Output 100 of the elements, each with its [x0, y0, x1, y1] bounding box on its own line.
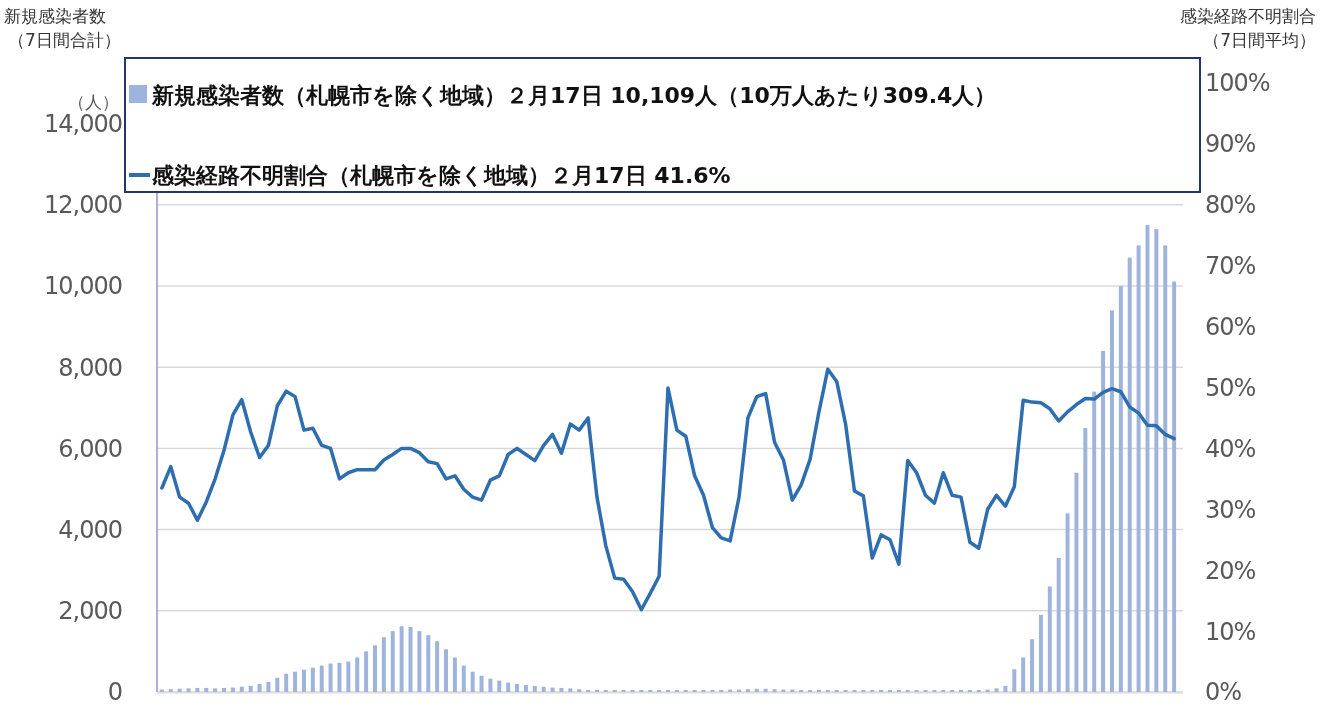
- line-series: [160, 367, 1176, 612]
- y-tick-label: 14,000: [44, 110, 122, 138]
- bar: [754, 688, 759, 692]
- bar: [808, 689, 813, 692]
- bar: [896, 689, 901, 692]
- bar: [666, 689, 670, 692]
- bar: [559, 687, 564, 692]
- y2-tick-label: 30%: [1205, 495, 1256, 524]
- bar: [1047, 586, 1052, 692]
- bar: [568, 688, 573, 692]
- bar: [479, 675, 484, 692]
- bar: [879, 689, 884, 692]
- bar: [1127, 257, 1132, 692]
- bar: [372, 645, 377, 692]
- bar: [1136, 245, 1141, 692]
- bar: [515, 683, 520, 692]
- bar: [452, 657, 457, 692]
- bar: [639, 689, 644, 692]
- bar: [603, 689, 608, 692]
- bar: [1145, 225, 1150, 692]
- bar: [1172, 281, 1177, 692]
- bar: [293, 671, 298, 692]
- bar: [1012, 669, 1017, 692]
- bar: [1118, 286, 1123, 692]
- bar: [861, 689, 866, 692]
- bar: [1163, 245, 1168, 692]
- bar: [488, 678, 493, 692]
- bar: [337, 662, 342, 692]
- bar: [1003, 685, 1008, 692]
- bar: [719, 689, 724, 692]
- bar: [532, 685, 537, 692]
- bar: [444, 649, 449, 692]
- y-tick-label: 8,000: [58, 353, 122, 382]
- bar: [1109, 310, 1114, 692]
- bar: [586, 689, 591, 692]
- y-tick-label: 12,000: [44, 191, 122, 220]
- bar: [328, 663, 333, 692]
- bar: [710, 689, 715, 692]
- bar: [523, 685, 528, 692]
- y2-tick-label: 70%: [1205, 252, 1256, 281]
- bar: [186, 688, 191, 692]
- y-tick-label: 0: [107, 678, 122, 707]
- legend-label: 感染経路不明割合（札幌市を除く地域）２月17日 41.6%: [151, 162, 731, 188]
- bar: [399, 626, 404, 692]
- bar: [1030, 639, 1035, 692]
- bar: [248, 685, 253, 692]
- bar: [355, 657, 360, 692]
- y-axis-title: 新規感染者数（7日間合計）: [4, 6, 121, 50]
- bar: [950, 689, 955, 692]
- bar: [390, 631, 395, 692]
- bar: [994, 688, 999, 692]
- bar: [834, 689, 839, 692]
- bar: [470, 671, 475, 692]
- bar: [932, 689, 937, 692]
- bar: [364, 651, 369, 692]
- bar: [683, 689, 688, 692]
- bar: [1065, 513, 1070, 692]
- bar: [1056, 558, 1061, 692]
- y2-tick-label: 40%: [1205, 434, 1256, 463]
- bar: [1154, 229, 1159, 692]
- text: （人）: [68, 92, 119, 112]
- bar: [541, 686, 546, 692]
- y2-axis-title: 感染経路不明割合（7日間平均）: [1180, 6, 1316, 50]
- bar: [1038, 614, 1043, 692]
- bar: [168, 689, 173, 692]
- bar: [1083, 428, 1088, 692]
- legend-label: 新規感染者数（札幌市を除く地域）２月17日 10,109人（10万人あたり309.4人）: [151, 82, 997, 108]
- bar: [497, 680, 502, 692]
- bar: [905, 689, 910, 692]
- bar: [426, 635, 431, 692]
- bar: [435, 641, 440, 692]
- bar: [763, 688, 768, 692]
- bar: [621, 689, 626, 692]
- bar: [657, 689, 662, 692]
- bar: [417, 631, 422, 692]
- bar: [967, 689, 972, 692]
- bar: [941, 689, 946, 692]
- bar: [266, 681, 271, 692]
- bar: [381, 637, 386, 692]
- bar: [674, 689, 679, 692]
- bar: [648, 689, 653, 692]
- bar: [976, 689, 981, 692]
- bar: [195, 687, 200, 692]
- bar: [852, 689, 857, 692]
- bar: [222, 687, 227, 692]
- bar: [1021, 657, 1026, 692]
- bar: [506, 682, 511, 692]
- y-tick-label: 6,000: [58, 434, 122, 463]
- bar: [319, 665, 324, 692]
- y2-tick-label: 10%: [1205, 617, 1256, 646]
- bar: [1092, 391, 1097, 692]
- y-tick-label: 10,000: [44, 272, 122, 301]
- bar: [870, 689, 875, 692]
- bar: [701, 689, 706, 692]
- bar: [799, 689, 804, 692]
- y2-tick-label: 20%: [1205, 556, 1256, 585]
- bar: [843, 689, 848, 692]
- bar: [887, 689, 892, 692]
- bar: [275, 677, 280, 692]
- bar: [204, 687, 209, 692]
